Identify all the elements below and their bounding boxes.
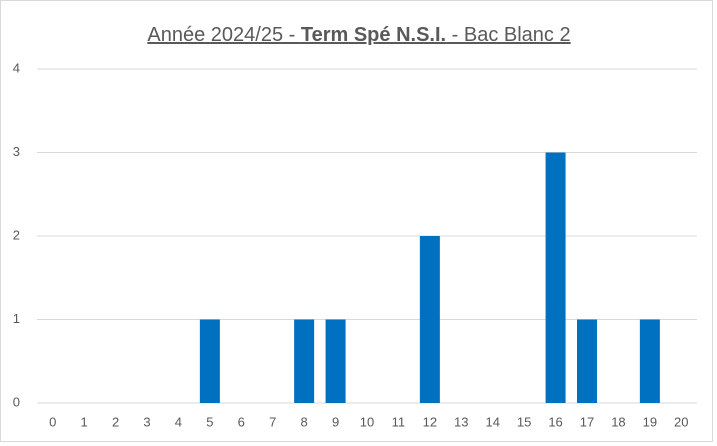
x-tick-label: 6 <box>238 414 245 429</box>
x-tick-label: 9 <box>332 414 339 429</box>
bar <box>639 319 660 403</box>
x-tick-label: 0 <box>49 414 56 429</box>
bar <box>325 319 346 403</box>
bar <box>419 236 440 403</box>
x-tick-label: 15 <box>517 414 531 429</box>
x-tick-label: 19 <box>643 414 657 429</box>
x-tick-label: 10 <box>360 414 374 429</box>
bar <box>294 319 315 403</box>
y-tick-label: 0 <box>13 394 20 409</box>
bar <box>545 152 566 403</box>
x-tick-label: 2 <box>112 414 119 429</box>
y-tick-label: 3 <box>13 144 20 159</box>
chart-title: Année 2024/25 - Term Spé N.S.I. - Bac Bl… <box>147 24 570 46</box>
x-tick-label: 16 <box>548 414 562 429</box>
x-tick-label: 12 <box>423 414 437 429</box>
y-tick-label: 2 <box>13 227 20 242</box>
y-tick-label: 1 <box>13 311 20 326</box>
x-tick-label: 11 <box>392 414 406 429</box>
bar <box>199 319 220 403</box>
title-part: Term Spé N.S.I. <box>301 24 446 46</box>
x-tick-label: 1 <box>81 414 88 429</box>
x-tick-label: 8 <box>301 414 308 429</box>
x-tick-label: 7 <box>269 414 276 429</box>
x-tick-label: 5 <box>206 414 213 429</box>
x-tick-label: 3 <box>143 414 150 429</box>
x-tick-label: 4 <box>175 414 182 429</box>
title-part: Année 2024/25 - <box>147 24 300 46</box>
x-tick-label: 17 <box>580 414 594 429</box>
title-part: - Bac Blanc 2 <box>446 24 571 46</box>
bar <box>577 319 597 403</box>
x-tick-label: 14 <box>485 414 499 429</box>
x-tick-label: 13 <box>454 414 468 429</box>
y-tick-label: 4 <box>13 60 20 75</box>
x-tick-label: 18 <box>611 414 625 429</box>
x-tick-label: 20 <box>674 414 688 429</box>
